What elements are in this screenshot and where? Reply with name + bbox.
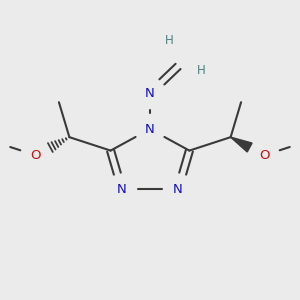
Text: O: O: [31, 149, 41, 162]
Text: H: H: [165, 34, 174, 46]
Polygon shape: [231, 137, 252, 152]
Text: N: N: [145, 123, 155, 136]
Text: N: N: [145, 87, 155, 100]
Text: H: H: [197, 64, 206, 77]
Text: N: N: [173, 183, 183, 196]
Text: N: N: [117, 183, 127, 196]
Text: O: O: [259, 149, 269, 162]
